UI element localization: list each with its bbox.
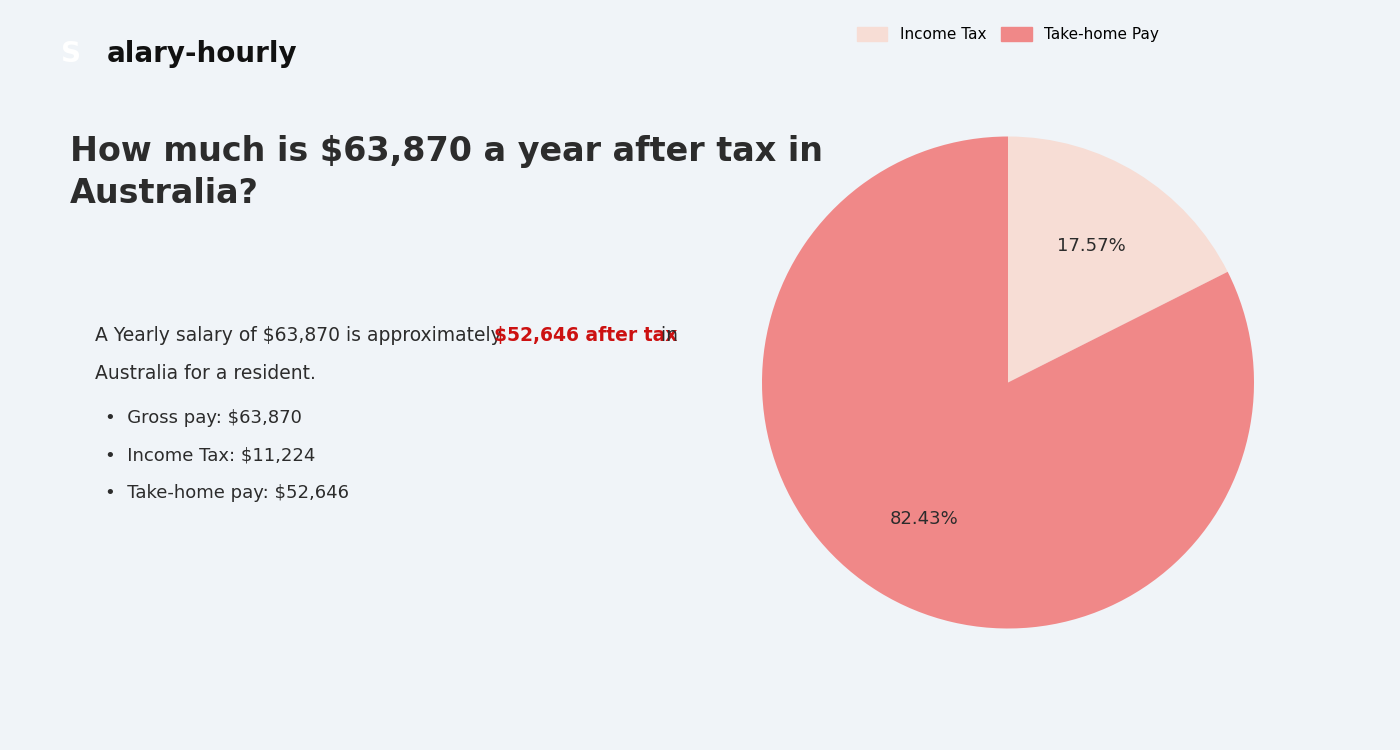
Text: •  Income Tax: $11,224: • Income Tax: $11,224 bbox=[105, 446, 315, 464]
Text: •  Take-home pay: $52,646: • Take-home pay: $52,646 bbox=[105, 484, 349, 502]
Text: How much is $63,870 a year after tax in
Australia?: How much is $63,870 a year after tax in … bbox=[70, 135, 823, 210]
Text: A Yearly salary of $63,870 is approximately: A Yearly salary of $63,870 is approximat… bbox=[95, 326, 508, 345]
Wedge shape bbox=[762, 136, 1254, 628]
Text: Australia for a resident.: Australia for a resident. bbox=[95, 364, 316, 382]
Text: 17.57%: 17.57% bbox=[1057, 237, 1126, 255]
Text: •  Gross pay: $63,870: • Gross pay: $63,870 bbox=[105, 409, 302, 427]
Wedge shape bbox=[1008, 136, 1228, 382]
Text: $52,646 after tax: $52,646 after tax bbox=[494, 326, 678, 345]
Text: S: S bbox=[62, 40, 81, 68]
Text: in: in bbox=[655, 326, 678, 345]
Text: alary-hourly: alary-hourly bbox=[106, 40, 297, 68]
Legend: Income Tax, Take-home Pay: Income Tax, Take-home Pay bbox=[851, 21, 1165, 49]
Text: 82.43%: 82.43% bbox=[890, 510, 959, 528]
